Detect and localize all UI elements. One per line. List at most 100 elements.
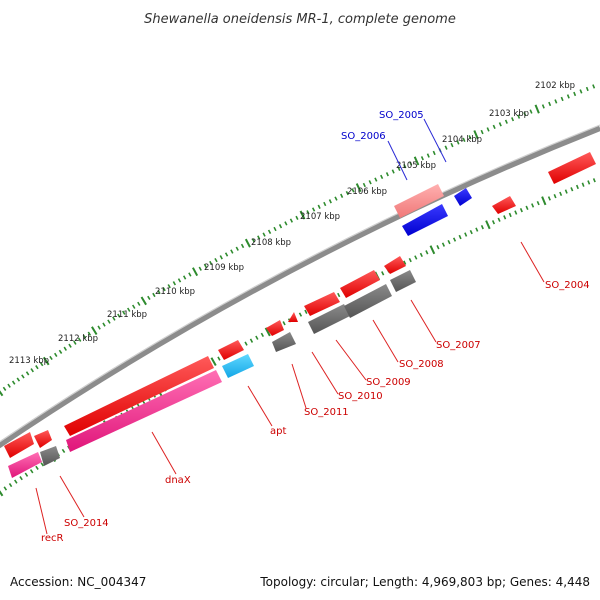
minor-tick-outer — [420, 156, 424, 161]
minor-tick-inner — [249, 338, 254, 343]
gene-feature[interactable] — [454, 188, 472, 206]
minor-tick-inner — [447, 239, 451, 245]
minor-tick-inner — [298, 312, 303, 317]
gene-feature[interactable] — [288, 312, 298, 322]
minor-tick-outer — [511, 117, 515, 122]
scale-tick-label: 2106 kbp — [347, 187, 387, 197]
minor-tick-outer — [374, 177, 378, 182]
reverse-strand-genes — [8, 270, 416, 478]
minor-tick-outer — [554, 99, 558, 104]
genome-summary-text: Topology: circular; Length: 4,969,803 bp… — [259, 575, 590, 589]
minor-tick-outer — [152, 292, 156, 298]
gene-feature[interactable] — [492, 196, 516, 214]
gene-feature[interactable] — [308, 304, 350, 334]
minor-tick-outer — [323, 201, 327, 207]
gene-label-recr[interactable]: recR — [41, 533, 64, 544]
minor-tick-outer — [102, 322, 106, 327]
minor-tick-inner — [244, 341, 248, 346]
minor-tick-inner — [514, 210, 518, 215]
forward-strand-genes — [4, 152, 596, 458]
gene-feature[interactable] — [390, 270, 416, 292]
major-tick-outer — [413, 156, 420, 166]
minor-tick-inner — [592, 178, 596, 183]
major-tick-outer — [244, 238, 251, 248]
gene-feature[interactable] — [272, 332, 296, 352]
gene-label-so-2009[interactable]: SO_2009 — [366, 377, 411, 388]
minor-tick-inner — [547, 196, 551, 201]
gene-feature[interactable] — [8, 452, 42, 478]
minor-tick-outer — [362, 182, 366, 188]
gene-feature[interactable] — [34, 430, 52, 448]
gene-label-so-2008[interactable]: SO_2008 — [399, 359, 444, 370]
minor-tick-outer — [432, 150, 436, 156]
gene-label-dnax[interactable]: dnaX — [165, 475, 191, 486]
gene-feature[interactable] — [384, 256, 406, 274]
gene-feature[interactable] — [344, 284, 392, 318]
minor-tick-outer — [58, 349, 63, 354]
gene-feature[interactable] — [40, 446, 60, 466]
minor-tick-inner — [564, 189, 568, 194]
minor-tick-inner — [469, 229, 473, 235]
gene-label-so-2006[interactable]: SO_2006 — [341, 131, 386, 142]
minor-tick-outer — [107, 319, 111, 324]
minor-tick-inner — [61, 448, 66, 454]
scale-tick-label: 2108 kbp — [251, 238, 291, 248]
gene-label-so-2005[interactable]: SO_2005 — [379, 110, 424, 121]
major-tick-inner — [429, 245, 436, 255]
minor-tick-outer — [167, 284, 171, 289]
gene-label-apt[interactable]: apt — [270, 426, 286, 437]
minor-tick-outer — [147, 295, 151, 301]
minor-tick-outer — [456, 140, 460, 145]
minor-tick-outer — [529, 109, 533, 114]
minor-tick-outer — [97, 325, 101, 330]
minor-tick-outer — [16, 377, 21, 382]
minor-tick-outer — [345, 190, 349, 196]
minor-tick-outer — [306, 210, 310, 215]
minor-tick-outer — [311, 207, 316, 212]
major-tick-outer — [140, 296, 147, 306]
minor-tick-outer — [30, 368, 34, 373]
gene-feature[interactable] — [394, 184, 444, 218]
minor-tick-outer — [209, 260, 213, 266]
minor-tick-outer — [11, 380, 16, 385]
minor-tick-outer — [267, 229, 272, 234]
minor-tick-outer — [182, 275, 187, 280]
minor-tick-inner — [24, 472, 29, 477]
gene-label-so-2010[interactable]: SO_2010 — [338, 391, 383, 402]
scale-tick-label: 2109 kbp — [204, 263, 244, 273]
minor-tick-inner — [553, 193, 557, 199]
minor-tick-outer — [462, 137, 466, 143]
gene-feature[interactable] — [402, 204, 448, 236]
minor-tick-outer — [328, 199, 332, 204]
minor-tick-outer — [278, 224, 283, 229]
gene-label-so-2014[interactable]: SO_2014 — [64, 518, 109, 529]
major-tick-outer — [534, 104, 540, 114]
gene-label-so-2004[interactable]: SO_2004 — [545, 280, 590, 291]
gene-feature[interactable] — [222, 354, 254, 378]
gene-label-so-2011[interactable]: SO_2011 — [304, 407, 349, 418]
minor-tick-outer — [157, 289, 161, 295]
minor-tick-outer — [289, 218, 294, 223]
gene-feature[interactable] — [4, 432, 34, 458]
minor-tick-outer — [49, 355, 53, 361]
gene-feature[interactable] — [340, 270, 380, 298]
minor-tick-outer — [137, 301, 141, 306]
minor-tick-outer — [273, 226, 277, 232]
gene-feature[interactable] — [66, 370, 222, 452]
minor-tick-inner — [436, 245, 440, 250]
gene-feature[interactable] — [548, 152, 596, 184]
minor-tick-inner — [419, 252, 423, 258]
minor-tick-inner — [536, 200, 540, 206]
minor-tick-outer — [592, 84, 596, 89]
minor-tick-inner — [29, 469, 34, 474]
minor-tick-inner — [458, 234, 462, 240]
gene-feature[interactable] — [304, 292, 340, 316]
gene-feature[interactable] — [218, 340, 244, 360]
minor-tick-inner — [475, 227, 479, 232]
gene-label-so-2007[interactable]: SO_2007 — [436, 340, 481, 351]
gene-feature[interactable] — [266, 320, 284, 336]
minor-tick-inner — [508, 212, 512, 218]
gene-feature[interactable] — [64, 356, 214, 436]
